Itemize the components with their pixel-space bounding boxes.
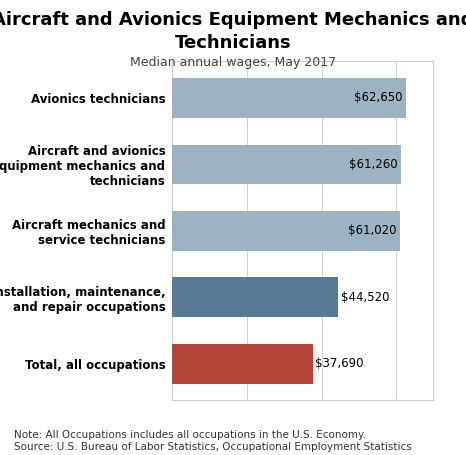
Bar	[172, 344, 313, 384]
Text: Median annual wages, May 2017: Median annual wages, May 2017	[130, 56, 336, 69]
Bar	[172, 278, 338, 317]
Text: Source: U.S. Bureau of Labor Statistics, Occupational Employment Statistics: Source: U.S. Bureau of Labor Statistics,…	[14, 442, 412, 452]
Text: $62,650: $62,650	[355, 91, 403, 105]
Text: Aircraft and Avionics Equipment Mechanics and
Technicians: Aircraft and Avionics Equipment Mechanic…	[0, 11, 466, 51]
Text: $61,260: $61,260	[349, 158, 398, 171]
Text: $37,690: $37,690	[315, 357, 363, 370]
Text: $44,520: $44,520	[341, 291, 389, 304]
Text: Note: All Occupations includes all occupations in the U.S. Economy.: Note: All Occupations includes all occup…	[14, 430, 366, 440]
Bar	[172, 211, 400, 251]
Bar	[172, 78, 406, 118]
Text: $61,020: $61,020	[349, 224, 397, 238]
Bar	[172, 145, 401, 184]
